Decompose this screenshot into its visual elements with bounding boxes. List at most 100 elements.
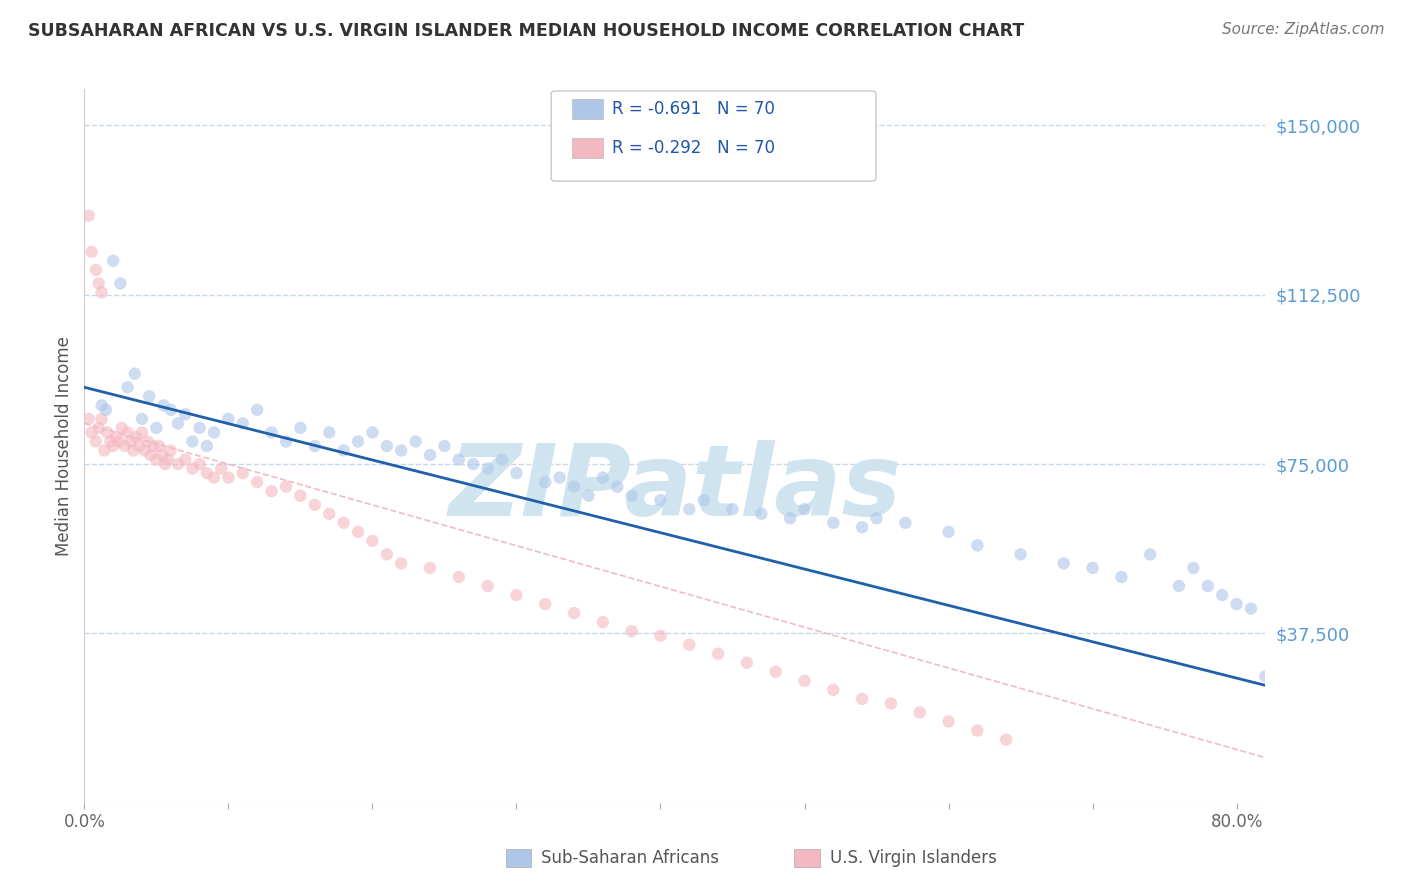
Point	[84, 434, 107, 449]
Point	[105, 430, 128, 444]
Point	[195, 439, 218, 453]
Point	[87, 421, 110, 435]
Point	[138, 389, 160, 403]
Text: SUBSAHARAN AFRICAN VS U.S. VIRGIN ISLANDER MEDIAN HOUSEHOLD INCOME CORRELATION C: SUBSAHARAN AFRICAN VS U.S. VIRGIN ISLAND…	[28, 22, 1025, 40]
Point	[120, 434, 142, 449]
Point	[304, 439, 326, 453]
Point	[195, 466, 218, 480]
Point	[274, 480, 297, 494]
Point	[534, 475, 557, 490]
Point	[114, 439, 136, 453]
Point	[620, 624, 643, 639]
Point	[274, 434, 297, 449]
Point	[111, 421, 134, 435]
Point	[851, 692, 873, 706]
Point	[87, 277, 110, 291]
Point	[77, 412, 100, 426]
Point	[90, 398, 112, 412]
Point	[139, 448, 162, 462]
Point	[1081, 561, 1104, 575]
Point	[1168, 579, 1191, 593]
Point	[181, 461, 204, 475]
Point	[389, 443, 412, 458]
Point	[125, 430, 148, 444]
Point	[117, 380, 139, 394]
Point	[77, 209, 100, 223]
Point	[447, 452, 470, 467]
Point	[995, 732, 1018, 747]
Text: R = -0.292   N = 70: R = -0.292 N = 70	[612, 139, 775, 157]
Point	[131, 412, 153, 426]
Point	[290, 421, 312, 435]
Point	[152, 398, 174, 412]
Point	[966, 723, 988, 738]
Point	[477, 461, 499, 475]
Point	[93, 443, 115, 458]
Point	[159, 443, 181, 458]
Point	[232, 417, 254, 431]
Point	[447, 570, 470, 584]
Point	[90, 285, 112, 300]
Point	[108, 434, 131, 449]
Point	[1226, 597, 1249, 611]
Point	[136, 434, 159, 449]
Point	[793, 502, 815, 516]
Point	[361, 425, 384, 440]
Point	[142, 439, 165, 453]
Point	[779, 511, 801, 525]
Point	[80, 244, 103, 259]
Point	[419, 448, 441, 462]
Point	[260, 425, 283, 440]
Point	[101, 253, 124, 268]
Point	[145, 452, 167, 467]
Point	[98, 434, 121, 449]
Point	[823, 516, 845, 530]
Point	[318, 507, 340, 521]
Y-axis label: Median Household Income: Median Household Income	[55, 336, 73, 556]
Point	[1139, 548, 1161, 562]
Point	[332, 516, 354, 530]
Point	[202, 425, 225, 440]
Point	[692, 493, 714, 508]
Point	[823, 682, 845, 697]
Point	[153, 457, 176, 471]
Point	[562, 480, 585, 494]
Point	[707, 647, 730, 661]
Point	[793, 673, 815, 688]
Point	[433, 439, 456, 453]
Point	[94, 402, 117, 417]
Point	[174, 452, 197, 467]
Point	[167, 417, 190, 431]
Text: Sub-Saharan Africans: Sub-Saharan Africans	[541, 849, 720, 867]
Point	[894, 516, 917, 530]
Point	[491, 452, 513, 467]
Point	[217, 470, 239, 484]
Point	[477, 579, 499, 593]
Point	[188, 421, 211, 435]
Point	[156, 452, 179, 467]
Point	[159, 402, 181, 417]
Point	[405, 434, 427, 449]
Point	[721, 502, 744, 516]
Point	[148, 439, 170, 453]
Text: Source: ZipAtlas.com: Source: ZipAtlas.com	[1222, 22, 1385, 37]
Point	[592, 615, 614, 629]
Point	[505, 588, 527, 602]
Point	[865, 511, 887, 525]
Point	[534, 597, 557, 611]
Point	[174, 408, 197, 422]
Point	[122, 443, 145, 458]
Point	[880, 697, 903, 711]
Point	[1197, 579, 1219, 593]
Point	[749, 507, 772, 521]
Point	[304, 498, 326, 512]
Point	[347, 524, 370, 539]
Point	[110, 277, 132, 291]
Point	[1254, 669, 1277, 683]
Point	[347, 434, 370, 449]
Point	[96, 425, 118, 440]
Point	[90, 412, 112, 426]
Point	[419, 561, 441, 575]
Point	[562, 606, 585, 620]
Point	[332, 443, 354, 458]
